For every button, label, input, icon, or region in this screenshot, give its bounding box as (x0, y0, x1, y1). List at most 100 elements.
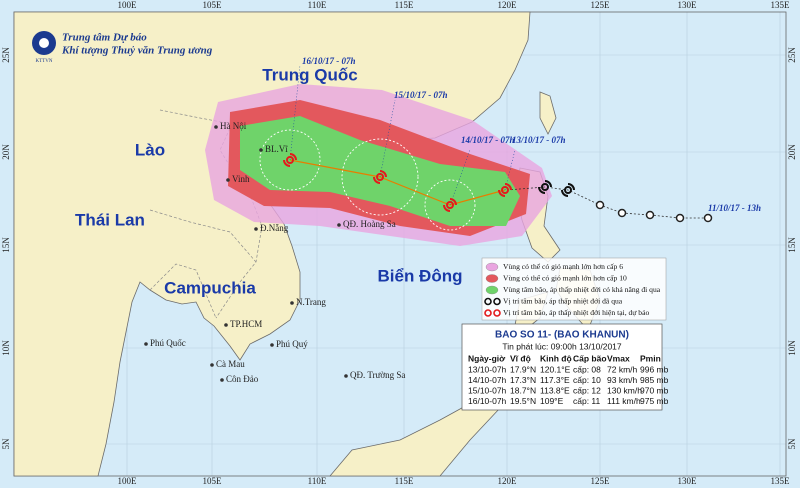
lat-label: 15N (1, 237, 11, 253)
table-cell: 17.9°N (510, 364, 536, 374)
lon-label: 115E (395, 476, 414, 486)
legend-swatch (485, 274, 499, 283)
table-cell: 13/10-07h (468, 364, 507, 374)
lon-label: 105E (203, 476, 223, 486)
place-label: Vinh (232, 174, 250, 184)
legend-label: Vùng có thể có gió mạnh lớn hơn cấp 10 (503, 273, 627, 282)
date-label: 14/10/17 - 07h (461, 135, 515, 145)
column-header: Vmax (607, 353, 630, 363)
place-dot (144, 342, 148, 346)
date-label: 15/10/17 - 07h (394, 90, 448, 100)
place-label: Phú Quốc (150, 338, 186, 348)
table-cell: 15/10-07h (468, 385, 507, 395)
lat-label: 10N (1, 340, 11, 356)
place-labels: Trung Quốc Lào Thái Lan Campuchia Biển Đông B… (75, 65, 462, 384)
lon-label: 130E (678, 0, 698, 10)
place-label: BL.Vĩ (265, 144, 288, 154)
place-dot (214, 125, 218, 129)
table-cell: 18.7°N (510, 385, 536, 395)
table-cell: 93 km/h (607, 375, 638, 385)
legend-label: Vị trí tâm bão, áp thấp nhiệt đới đã qua (503, 296, 623, 305)
place-label: QĐ. Trường Sa (350, 370, 405, 380)
legend-swatch (493, 309, 501, 317)
table-cell: 14/10-07h (468, 375, 507, 385)
legend-swatch (493, 297, 501, 306)
place-dot (210, 363, 214, 367)
place-label: Thái Lan (75, 210, 145, 229)
column-header: Vĩ độ (510, 353, 531, 363)
symbol-arms (373, 170, 387, 184)
bulletin-issued: Tin phát lúc: 09:00h 13/10/2017 (502, 341, 622, 351)
symbol-eye (446, 201, 454, 209)
table-cell: 985 mb (640, 375, 669, 385)
past-position (538, 180, 552, 194)
place-dot (224, 323, 228, 327)
symbol-eye (286, 156, 294, 164)
logo-ring (39, 38, 49, 48)
lat-label: 5N (787, 438, 797, 450)
table-cell: 17.3°N (510, 375, 536, 385)
legend-swatch (485, 285, 499, 295)
place-label: Côn Đảo (226, 374, 259, 384)
forecast-position (283, 153, 297, 167)
legend-swatch (484, 309, 492, 317)
border-line (149, 209, 257, 263)
table-cell: 970 mb (640, 385, 669, 395)
bulletin-box (461, 323, 663, 411)
date-label: 11/10/17 - 13h (708, 203, 761, 213)
lat-label: 10N (787, 340, 797, 356)
org-name: Trung tâm Dự báo (62, 32, 147, 44)
table-cell: 996 mb (640, 364, 669, 374)
lon-label: 120E (498, 0, 518, 10)
table-cell: cấp: 08 (573, 364, 601, 374)
circle (259, 129, 321, 191)
past-position (675, 213, 685, 223)
legend-label: Vùng tâm bão, áp thấp nhiệt đới có khả n… (503, 285, 661, 294)
place-label: QĐ. Hoàng Sa (343, 219, 396, 229)
legend-swatch (485, 262, 499, 272)
place-label: Hà Nội (220, 121, 247, 131)
column-header: Kinh độ (540, 353, 572, 363)
table-cell: 16/10-07h (468, 396, 507, 406)
legend-label: Vị trí tâm bão, áp thấp nhiệt đới hiện t… (503, 308, 649, 317)
table-cell: 975 mb (640, 396, 669, 406)
lon-label: 100E (118, 476, 138, 486)
lon-label: 110E (308, 0, 327, 10)
place-dot (270, 343, 274, 347)
place-dot (220, 378, 224, 382)
leader (379, 99, 396, 178)
circle (341, 138, 419, 216)
lon-label: 135E (771, 0, 791, 10)
past-position (703, 213, 713, 223)
lon-label: 115E (395, 0, 414, 10)
legend-swatch (484, 297, 492, 306)
past-position (561, 183, 575, 197)
place-label: Biển Đông (378, 266, 463, 285)
place-label: Campuchia (164, 278, 256, 297)
place-dot (254, 227, 258, 231)
storm-symbols (283, 153, 713, 223)
legend: Vùng có thể có gió mạnh lớn hơn cấp 6 Vùn… (481, 257, 667, 321)
table-cell: 109°E (540, 396, 564, 406)
logo-text: KTTVN (36, 59, 53, 64)
symbol-arms (498, 183, 512, 197)
lon-label: 105E (203, 0, 223, 10)
place-dot (337, 223, 341, 227)
lat-label: 25N (787, 47, 797, 63)
lon-label: 135E (771, 476, 791, 486)
legend-label: Vùng có thể có gió mạnh lớn hơn cấp 6 (503, 262, 623, 271)
forecast-track (289, 159, 506, 206)
past-position (645, 210, 655, 220)
lon-label: 125E (591, 476, 611, 486)
lat-label: 20N (1, 144, 11, 160)
uncertainty-circles (259, 129, 476, 231)
place-label: Lào (135, 140, 165, 159)
table-cell: 120.1°E (540, 364, 571, 374)
lon-label: 100E (118, 0, 138, 10)
place-dot (344, 374, 348, 378)
place-dot (259, 148, 263, 152)
lat-label: 20N (787, 144, 797, 160)
table-cell: cấp: 10 (573, 375, 601, 385)
bulletin: BAO SO 11- (BAO KHANUN) Tin phát lúc: 09… (461, 323, 669, 411)
